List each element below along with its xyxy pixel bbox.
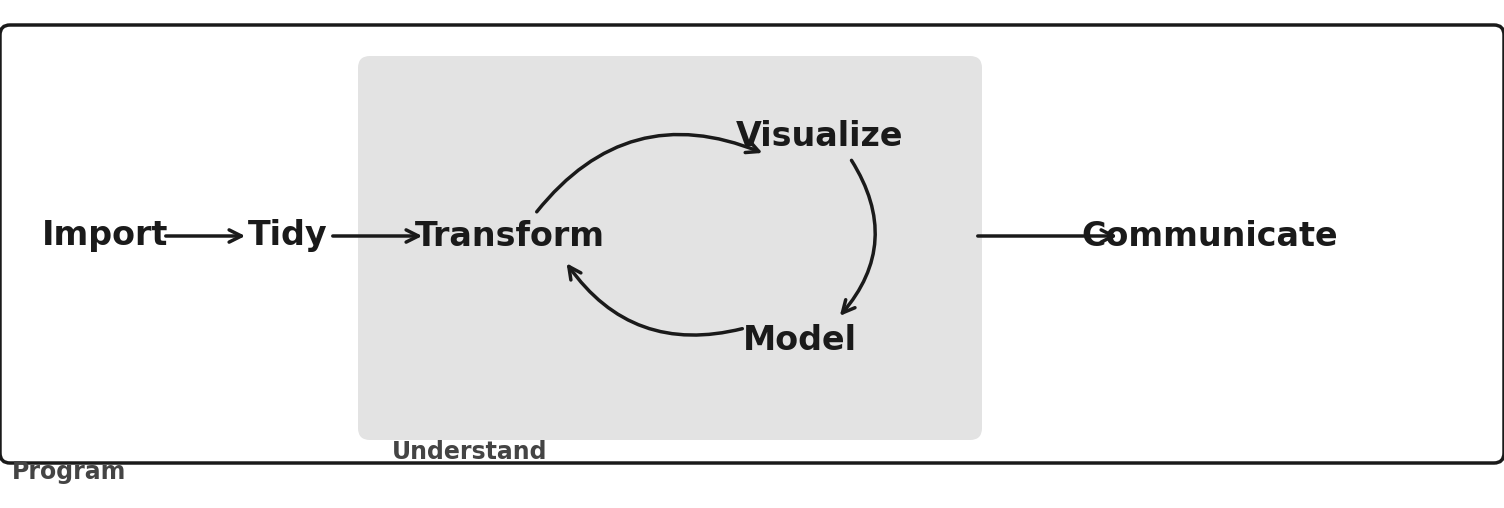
Text: Understand: Understand: [393, 440, 547, 464]
FancyArrowPatch shape: [537, 135, 760, 212]
Text: Visualize: Visualize: [737, 119, 904, 152]
FancyBboxPatch shape: [0, 25, 1504, 463]
FancyBboxPatch shape: [358, 56, 982, 440]
Text: Import: Import: [42, 219, 168, 252]
Text: Program: Program: [12, 460, 126, 484]
Text: Model: Model: [743, 324, 857, 357]
Text: Transform: Transform: [415, 219, 605, 252]
Text: Communicate: Communicate: [1081, 219, 1339, 252]
FancyArrowPatch shape: [842, 161, 875, 313]
Text: Tidy: Tidy: [248, 219, 328, 252]
FancyArrowPatch shape: [569, 267, 743, 335]
